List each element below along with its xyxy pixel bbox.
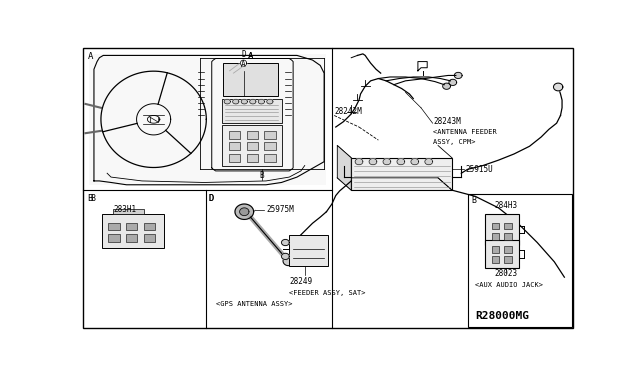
Text: A: A (248, 52, 253, 61)
Text: <AUX AUDIO JACK>: <AUX AUDIO JACK> (476, 282, 543, 288)
Polygon shape (504, 222, 511, 230)
Polygon shape (90, 54, 326, 185)
Polygon shape (222, 99, 282, 123)
Polygon shape (492, 233, 499, 240)
Text: 28249: 28249 (289, 276, 312, 286)
Polygon shape (229, 131, 241, 139)
Polygon shape (267, 99, 273, 104)
Polygon shape (443, 83, 451, 89)
Text: D: D (209, 194, 214, 203)
Polygon shape (449, 79, 457, 86)
Polygon shape (351, 158, 452, 190)
Polygon shape (259, 99, 264, 104)
Polygon shape (233, 99, 239, 104)
Polygon shape (282, 253, 289, 259)
Text: B: B (472, 196, 476, 205)
Text: 283H1: 283H1 (113, 205, 136, 214)
Polygon shape (504, 246, 511, 253)
Polygon shape (125, 222, 138, 230)
Text: A: A (248, 52, 253, 61)
Polygon shape (289, 235, 328, 266)
Polygon shape (108, 234, 120, 242)
Polygon shape (283, 256, 294, 266)
Polygon shape (224, 99, 230, 104)
Polygon shape (369, 158, 377, 165)
Text: 28023: 28023 (495, 269, 518, 278)
Polygon shape (282, 240, 289, 246)
Polygon shape (143, 222, 155, 230)
Polygon shape (492, 256, 499, 263)
Polygon shape (337, 145, 351, 190)
Polygon shape (102, 214, 164, 248)
Text: A: A (88, 52, 93, 61)
Polygon shape (355, 158, 363, 165)
Polygon shape (411, 158, 419, 165)
Polygon shape (454, 73, 462, 78)
Text: D: D (241, 50, 246, 59)
Polygon shape (229, 154, 241, 162)
Text: 28243M: 28243M (433, 117, 461, 126)
Polygon shape (383, 158, 391, 165)
Text: B: B (88, 194, 93, 203)
Polygon shape (425, 158, 433, 165)
Polygon shape (264, 142, 276, 150)
Text: B: B (260, 171, 264, 180)
Polygon shape (239, 208, 249, 216)
Polygon shape (223, 63, 278, 96)
Text: 25915U: 25915U (465, 165, 493, 174)
Polygon shape (241, 60, 246, 66)
Polygon shape (246, 154, 259, 162)
Polygon shape (504, 256, 511, 263)
Polygon shape (504, 233, 511, 240)
Polygon shape (492, 246, 499, 253)
Text: A: A (241, 60, 246, 69)
Polygon shape (492, 222, 499, 230)
Polygon shape (113, 209, 145, 214)
Text: <GPS ANTENNA ASSY>: <GPS ANTENNA ASSY> (216, 301, 292, 307)
Polygon shape (467, 194, 572, 327)
Text: <FEEDER ASSY, SAT>: <FEEDER ASSY, SAT> (289, 289, 365, 296)
Text: <ANTENNA FEEDER: <ANTENNA FEEDER (433, 129, 497, 135)
Polygon shape (264, 154, 276, 162)
Polygon shape (229, 142, 241, 150)
Text: 28242M: 28242M (334, 107, 362, 116)
Text: ASSY, CPM>: ASSY, CPM> (433, 140, 476, 145)
Polygon shape (397, 158, 404, 165)
Polygon shape (222, 125, 282, 166)
Polygon shape (250, 99, 256, 104)
Polygon shape (246, 142, 259, 150)
Polygon shape (241, 99, 248, 104)
Polygon shape (485, 240, 520, 268)
Polygon shape (125, 234, 138, 242)
Text: R28000MG: R28000MG (476, 311, 529, 321)
Polygon shape (485, 214, 520, 245)
Text: B: B (90, 194, 95, 203)
Polygon shape (264, 131, 276, 139)
Polygon shape (235, 204, 253, 219)
Text: 284H3: 284H3 (495, 201, 518, 210)
Polygon shape (554, 83, 563, 91)
Text: D: D (209, 194, 214, 203)
Polygon shape (108, 222, 120, 230)
Text: 25975M: 25975M (266, 205, 294, 214)
Polygon shape (143, 234, 155, 242)
Polygon shape (246, 131, 259, 139)
